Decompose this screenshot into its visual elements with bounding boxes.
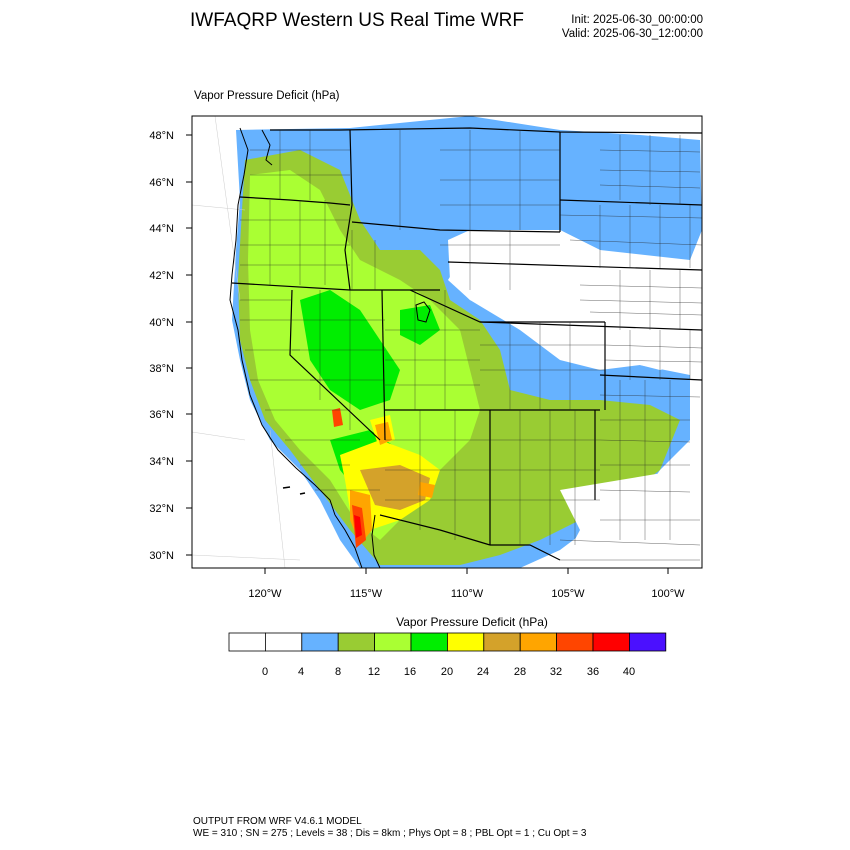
colorbar-tick-label: 8 (335, 666, 341, 678)
coastline (229, 127, 336, 516)
lat-label: 32°N (149, 503, 174, 515)
lat-label: 36°N (149, 409, 174, 421)
colorbar-bin (629, 632, 667, 652)
lat-label: 30°N (149, 550, 174, 562)
colorbar-bin (446, 632, 485, 652)
colorbar-tick-label: 24 (477, 666, 489, 678)
model-info: OUTPUT FROM WRF V4.6.1 MODEL WE = 310 ; … (193, 816, 586, 840)
field-label: Vapor Pressure Deficit (hPa) (194, 90, 340, 102)
colorbar-bin (264, 632, 303, 652)
colorbar-tick-label: 36 (587, 666, 599, 678)
colorbar-bin (592, 632, 630, 652)
lat-label: 48°N (149, 130, 174, 142)
lat-label: 42°N (149, 270, 174, 282)
colorbar-tick-label: 16 (404, 666, 416, 678)
init-time: Init: 2025-06-30_00:00:00 (571, 14, 703, 26)
colorbar-bin (410, 632, 448, 652)
graticule (192, 116, 301, 568)
lat-labels: 48°N 46°N 44°N 42°N 40°N 38°N 36°N 34°N … (149, 130, 174, 562)
lat-label: 44°N (149, 223, 174, 235)
lat-ticks (186, 134, 192, 556)
colorbar-bin (556, 632, 594, 652)
colorbar (228, 632, 667, 652)
plot-title: IWFAQRP Western US Real Time WRF (190, 10, 524, 31)
colorbar-tick-label: 40 (623, 666, 635, 678)
lon-label: 110°W (451, 588, 484, 600)
model-info-line1: OUTPUT FROM WRF V4.6.1 MODEL (193, 816, 362, 827)
county-boundaries (240, 130, 702, 561)
colorbar-tick-label: 12 (368, 666, 380, 678)
colorbar-bin (374, 632, 412, 652)
state-boundaries (231, 127, 702, 561)
colorbar-bin (301, 632, 339, 652)
colorbar-tick-label: 0 (262, 666, 268, 678)
colorbar-title: Vapor Pressure Deficit (hPa) (396, 615, 548, 629)
lat-label: 38°N (149, 363, 174, 375)
lon-label: 105°W (551, 588, 585, 600)
colorbar-tick-label: 28 (514, 666, 526, 678)
colorbar-bin (337, 632, 376, 652)
lon-ticks (264, 568, 669, 574)
vpd-field (232, 116, 702, 568)
colorbar-tick-label: 20 (441, 666, 453, 678)
colorbar-tick-label: 4 (298, 666, 304, 678)
map-frame (191, 115, 703, 569)
valid-time: Valid: 2025-06-30_12:00:00 (561, 28, 703, 40)
colorbar-bin (519, 632, 558, 652)
colorbar-tick-label: 32 (550, 666, 562, 678)
lat-label: 46°N (149, 177, 174, 189)
run-times: Init: 2025-06-30_00:00:00 Valid: 2025-06… (562, 13, 703, 41)
map-panel (192, 116, 702, 568)
lon-label: 120°W (248, 588, 282, 600)
colorbar-bin (228, 632, 266, 652)
model-info-line2: WE = 310 ; SN = 275 ; Levels = 38 ; Dis … (193, 828, 587, 839)
lon-label: 100°W (651, 588, 685, 600)
colorbar-labels: 0 4 8 12 16 20 24 28 32 36 40 (262, 666, 635, 678)
lat-label: 40°N (149, 317, 174, 329)
lat-label: 34°N (149, 456, 174, 468)
lon-labels: 120°W 115°W 110°W 105°W 100°W (248, 588, 685, 600)
lon-label: 115°W (350, 588, 383, 600)
colorbar-bin (483, 632, 521, 652)
